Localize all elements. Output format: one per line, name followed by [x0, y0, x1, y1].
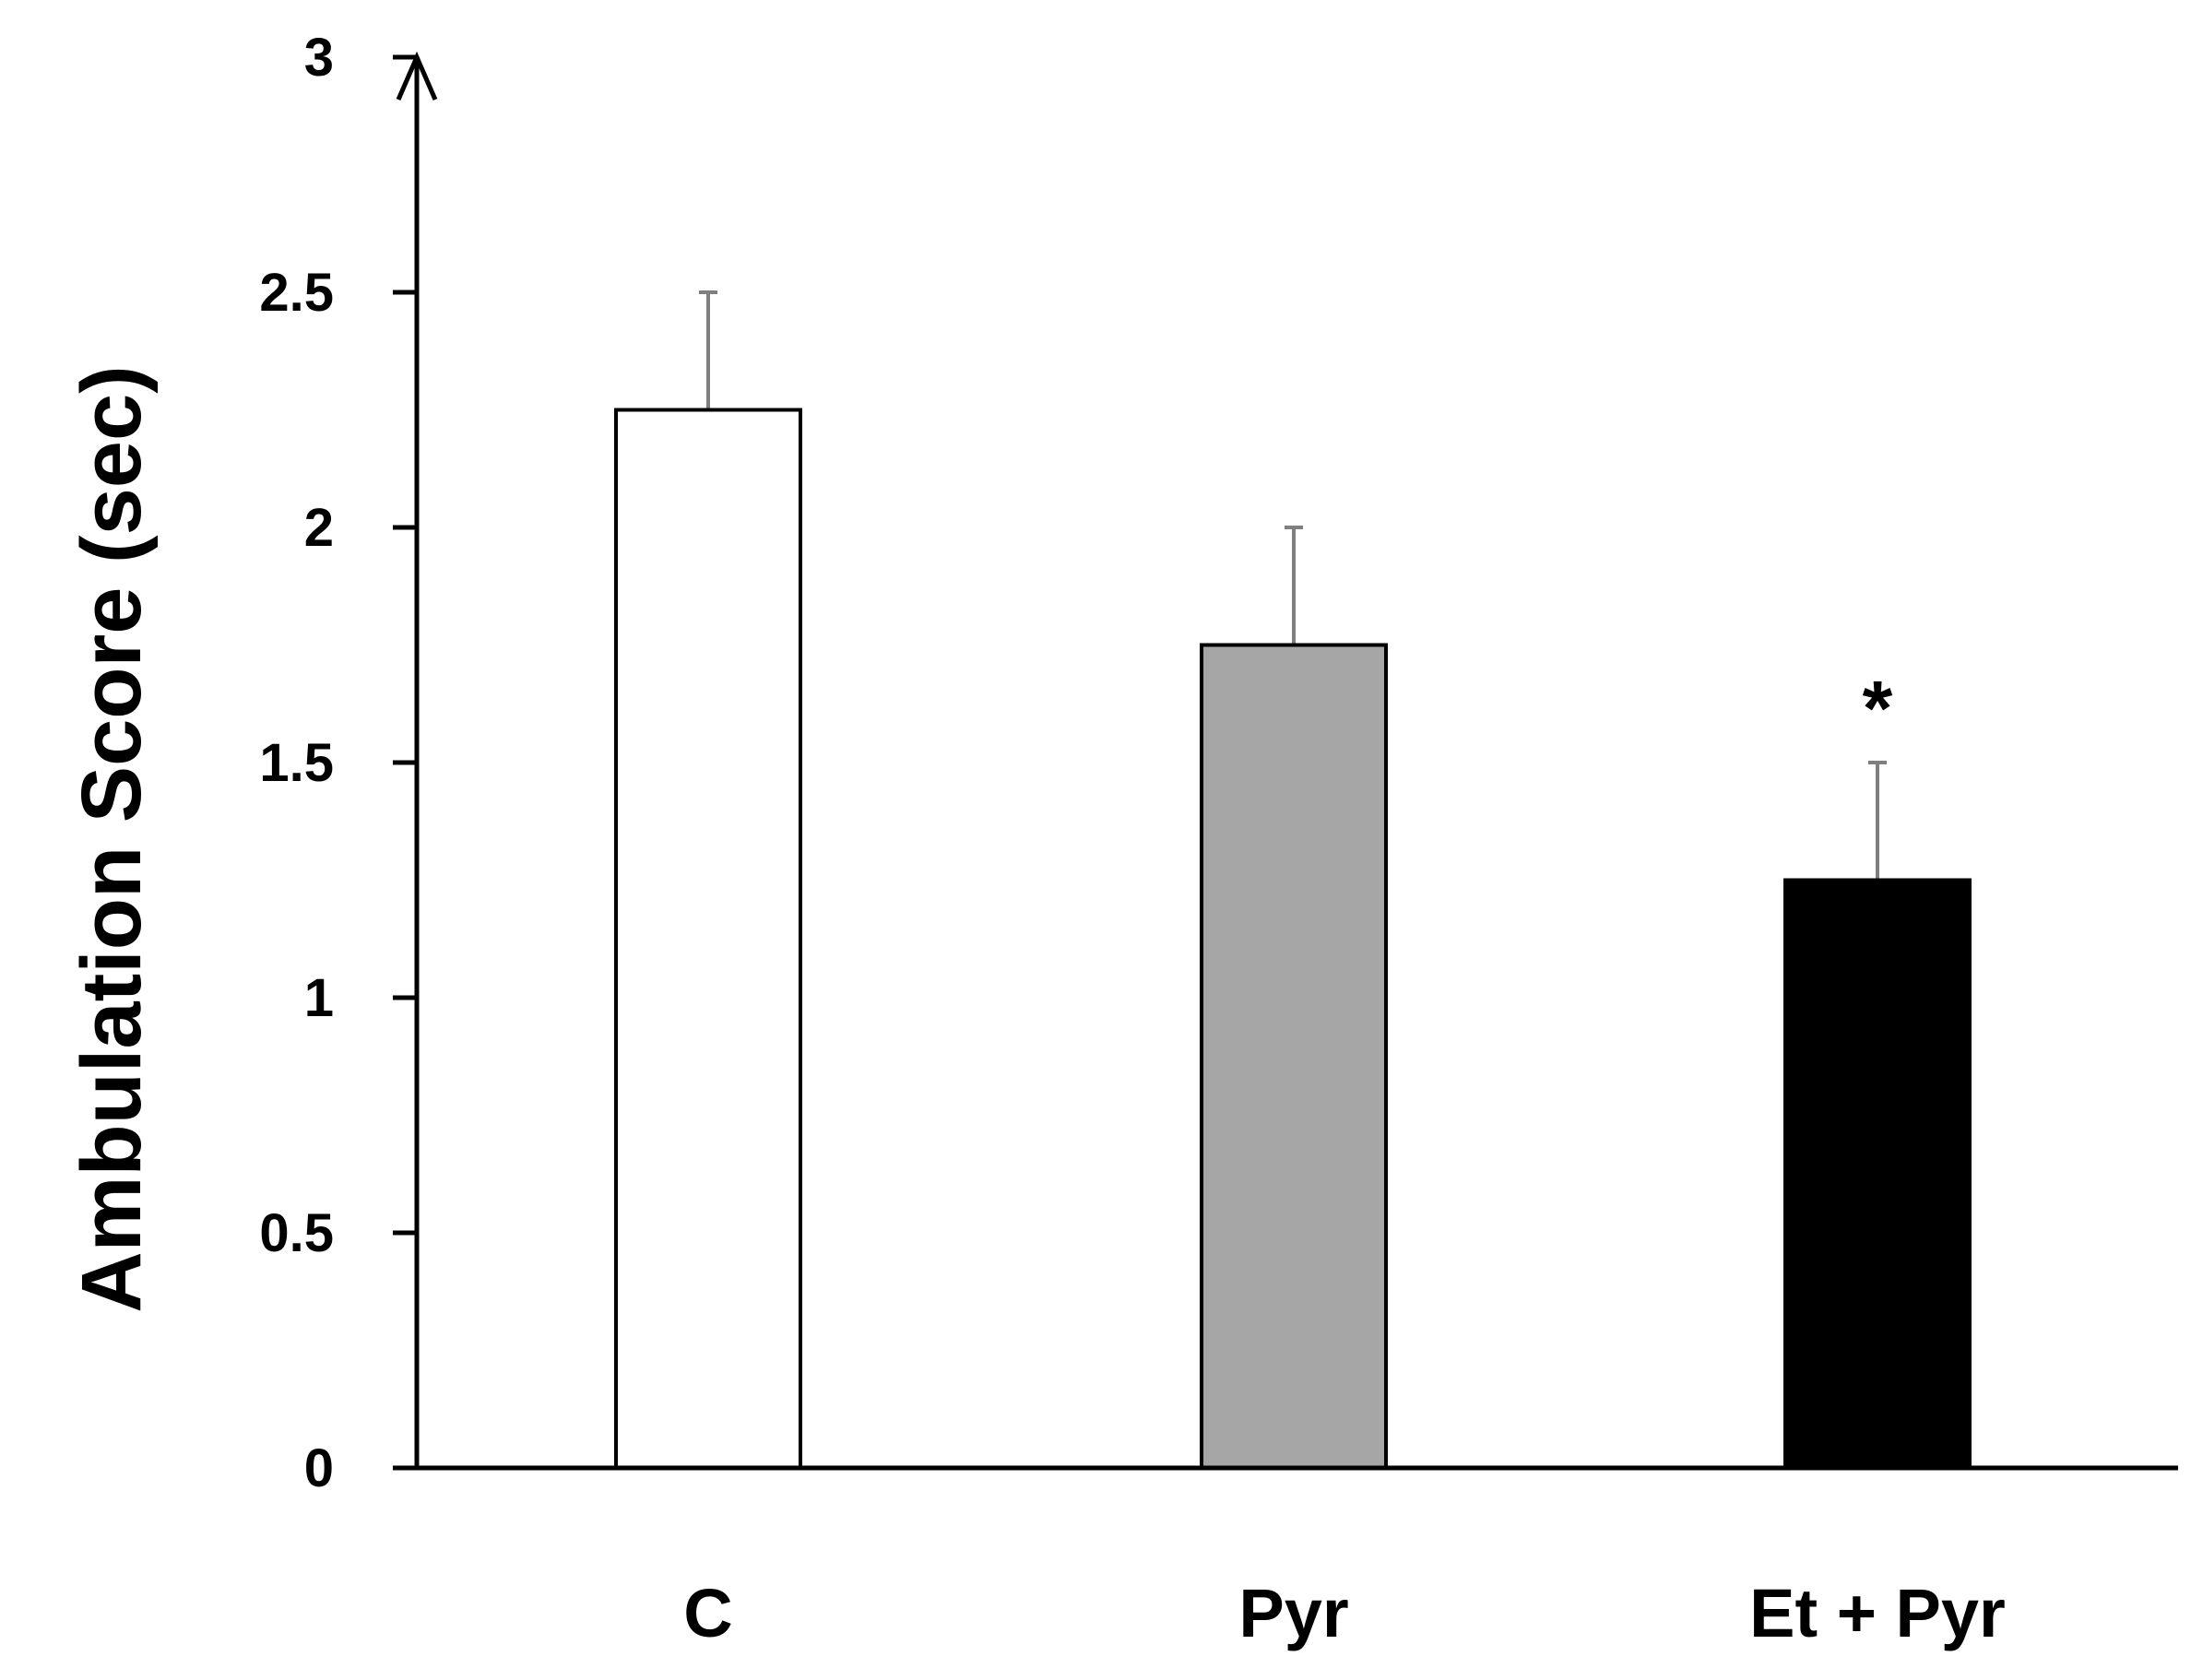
y-tick-label: 2.5 [259, 263, 334, 323]
x-category-label: Pyr [1238, 1575, 1348, 1651]
y-tick-label: 1.5 [259, 733, 334, 793]
bar-2 [1783, 878, 1972, 1470]
y-tick-label: 3 [304, 28, 334, 88]
x-category-label: C [683, 1575, 732, 1651]
bar-0 [614, 408, 802, 1470]
x-category-label: Et + Pyr [1749, 1575, 2006, 1651]
y-tick-label: 0 [304, 1438, 334, 1498]
y-tick-label: 2 [304, 498, 334, 558]
y-tick-label: 1 [304, 968, 334, 1028]
error-bars [699, 290, 1887, 881]
labels: 0 0.5 1 1.5 2 2.5 3 C Pyr Et + Pyr Ambulation Scor… [65, 28, 2006, 1651]
y-axis-title: Ambulation Score (sec) [65, 365, 159, 1313]
bars [614, 408, 1972, 1470]
axes [393, 51, 2178, 1471]
y-tick-label: 0.5 [259, 1203, 334, 1263]
bar-1 [1200, 643, 1388, 1470]
significance-asterisk: * [1863, 665, 1893, 751]
